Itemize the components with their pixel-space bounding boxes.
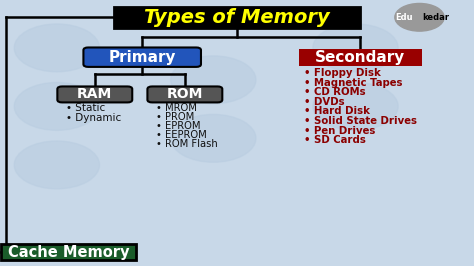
Text: kedar: kedar xyxy=(422,13,449,22)
Circle shape xyxy=(395,3,444,31)
Text: • Magnetic Tapes: • Magnetic Tapes xyxy=(304,78,403,88)
Circle shape xyxy=(313,24,398,72)
FancyBboxPatch shape xyxy=(83,47,201,67)
Text: • Hard Disk: • Hard Disk xyxy=(304,106,370,117)
Text: • EPROM: • EPROM xyxy=(156,121,201,131)
Text: ROM: ROM xyxy=(167,88,203,101)
Text: • Static: • Static xyxy=(66,103,106,113)
FancyBboxPatch shape xyxy=(57,86,132,102)
Text: Cache Memory: Cache Memory xyxy=(8,245,129,260)
Text: • Floppy Disk: • Floppy Disk xyxy=(304,68,381,78)
FancyBboxPatch shape xyxy=(1,244,137,260)
Text: • PROM: • PROM xyxy=(156,112,195,122)
Text: • Dynamic: • Dynamic xyxy=(66,113,122,123)
Circle shape xyxy=(313,82,398,130)
Text: RAM: RAM xyxy=(77,88,112,101)
Text: • Pen Drives: • Pen Drives xyxy=(304,126,376,136)
Text: • MROM: • MROM xyxy=(156,103,197,113)
Text: Edu: Edu xyxy=(395,13,412,22)
Circle shape xyxy=(171,56,256,104)
Circle shape xyxy=(14,141,100,189)
Text: Types of Memory: Types of Memory xyxy=(144,8,330,27)
Circle shape xyxy=(171,114,256,162)
Text: • Solid State Drives: • Solid State Drives xyxy=(304,116,417,126)
Circle shape xyxy=(14,24,100,72)
Text: • DVDs: • DVDs xyxy=(304,97,345,107)
Text: Primary: Primary xyxy=(109,50,176,65)
Text: • CD ROMs: • CD ROMs xyxy=(304,87,366,97)
Text: • ROM Flash: • ROM Flash xyxy=(156,139,218,149)
Text: • SD Cards: • SD Cards xyxy=(304,135,366,145)
FancyBboxPatch shape xyxy=(114,7,360,28)
Text: • EEPROM: • EEPROM xyxy=(156,130,207,140)
FancyBboxPatch shape xyxy=(147,86,222,102)
FancyBboxPatch shape xyxy=(299,49,422,66)
Text: Secondary: Secondary xyxy=(315,50,405,65)
Circle shape xyxy=(14,82,100,130)
